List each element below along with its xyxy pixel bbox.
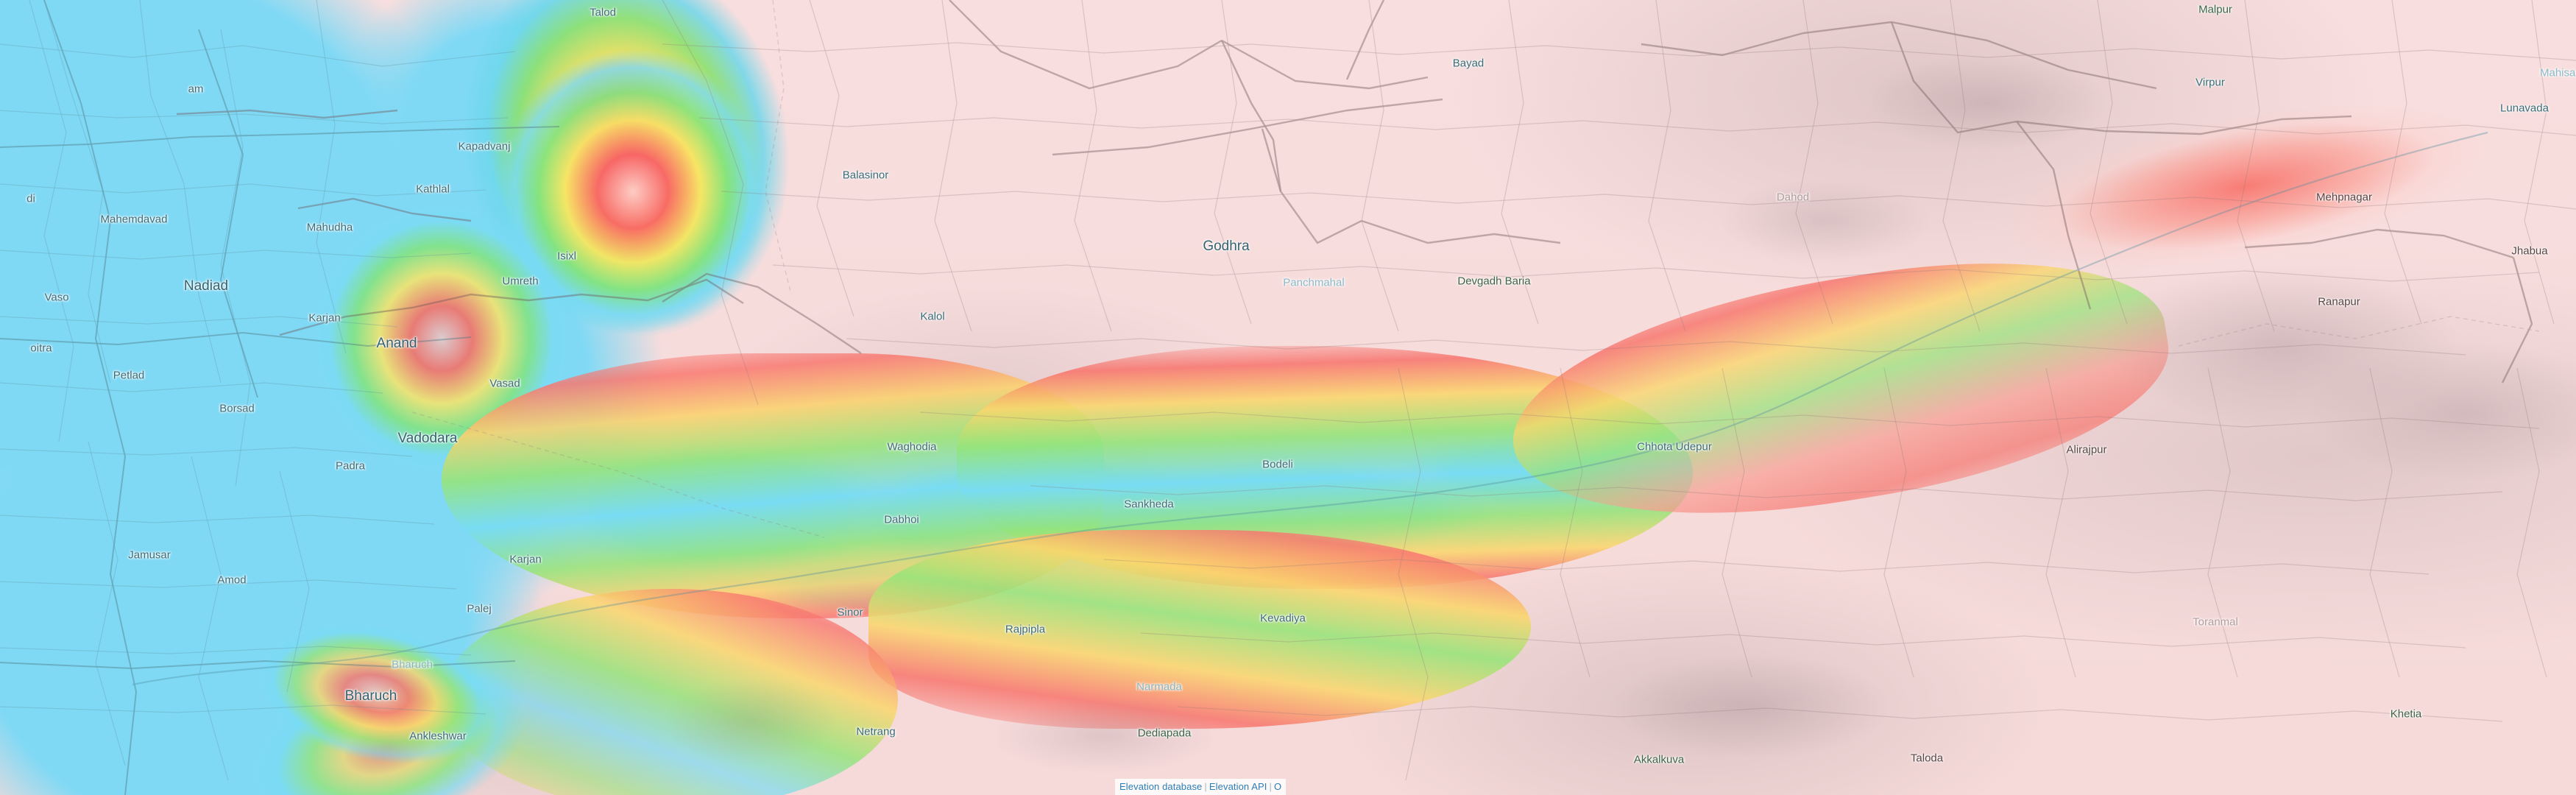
map-label: Ankleshwar (409, 729, 467, 743)
map-label: Karjan (509, 553, 542, 566)
attribution-link-elevation-api[interactable]: Elevation API (1209, 781, 1267, 792)
map-label: Balasinor (842, 169, 889, 182)
map-label: Borsad (219, 402, 255, 415)
map-label: Mehpnagar (2316, 191, 2372, 204)
map-label: Akkalkuva (1633, 753, 1685, 766)
map-label: Netrang (856, 725, 896, 738)
map-label: Vadodara (397, 431, 458, 447)
map-label: Bharuch (392, 658, 433, 671)
map-label: Palej (467, 602, 492, 615)
map-label: Jhabua (2511, 244, 2548, 258)
map-label: Rajpipla (1005, 623, 1046, 636)
map-label: Waghodia (887, 440, 937, 453)
map-label: Virpur (2195, 76, 2225, 89)
map-label: di (26, 192, 35, 205)
map-label: Kathlal (416, 183, 450, 196)
map-label: Vasad (489, 377, 520, 390)
map-label: Godhra (1203, 238, 1250, 254)
attribution-separator-2: | (1269, 781, 1272, 792)
map-label: Lunavada (2500, 102, 2549, 115)
map-label: am (188, 82, 204, 96)
map-label: Alirajpur (2066, 443, 2107, 456)
map-label: Anand (376, 335, 417, 351)
map-label: Isixl (557, 250, 576, 263)
map-label: Khetia (2390, 707, 2422, 721)
attribution-link-elevation-database[interactable]: Elevation database (1119, 781, 1203, 792)
map-label: Dabhoi (884, 513, 919, 526)
map-label: Narmada (1136, 680, 1182, 693)
map-label: Devgadh Baria (1457, 275, 1531, 288)
map-label: Kevadiya (1260, 612, 1306, 625)
map-label: Mahemdavad (100, 213, 168, 226)
map-label: Nadiad (183, 278, 229, 294)
map-label: Dahod (1776, 191, 1810, 204)
map-label: Mahisagar (2539, 66, 2576, 80)
map-label: Ranapur (2318, 295, 2360, 308)
map-label: Talod (590, 6, 616, 19)
map-label: Taloda (1910, 752, 1944, 765)
map-label: Kalol (920, 310, 945, 323)
map-label: Bodeli (1262, 458, 1293, 471)
attribution-link-osm[interactable]: O (1274, 781, 1282, 792)
map-label: Vaso (44, 291, 69, 304)
map-label: Padra (335, 459, 366, 473)
map-label: Kapadvanj (458, 140, 511, 153)
map-label: Chhota Udepur (1637, 440, 1712, 453)
map-label: Mahudha (306, 221, 353, 234)
attribution-separator-1: | (1204, 781, 1207, 792)
attribution-bar[interactable]: Elevation database | Elevation API | O (1115, 779, 1287, 795)
map-label: Jamusar (128, 548, 171, 562)
map-label: Malpur (2198, 3, 2232, 16)
map-label: Bharuch (344, 688, 397, 704)
map-label: Petlad (113, 369, 145, 382)
map-label: Toranmal (2193, 615, 2238, 629)
map-label: Umreth (502, 275, 539, 288)
map-label: Amod (217, 573, 247, 587)
map-label: Bayad (1452, 57, 1485, 70)
map-label: oitra (30, 342, 52, 355)
map-label: Sankheda (1124, 498, 1174, 511)
map-label: Sinor (837, 606, 863, 619)
map-label: Karjan (308, 311, 341, 325)
map-label: Panchmahal (1283, 276, 1345, 289)
map-label: Dediapada (1137, 727, 1192, 740)
